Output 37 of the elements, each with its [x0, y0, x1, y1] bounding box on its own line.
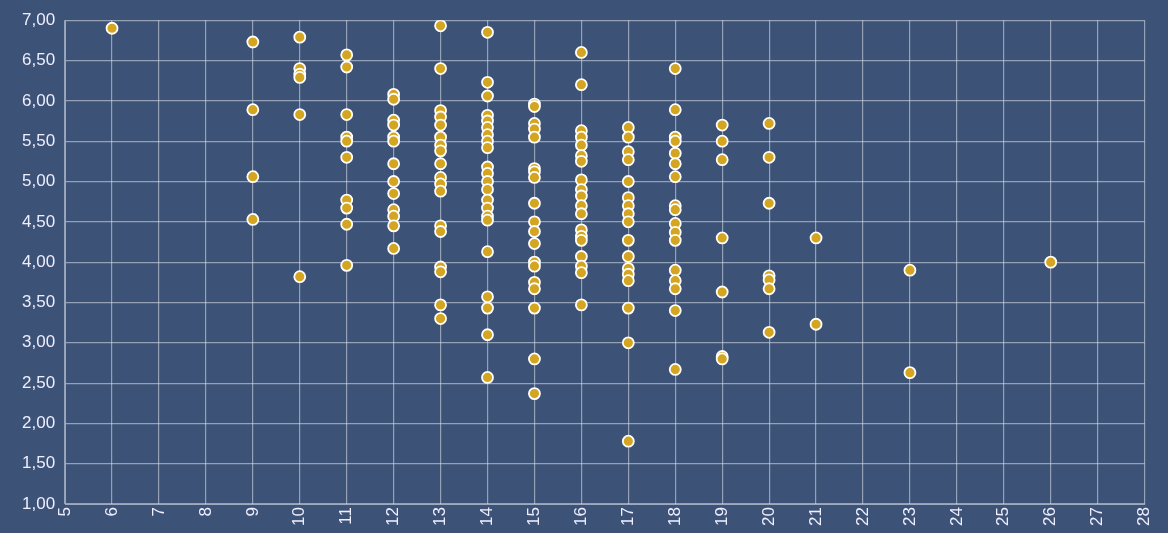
y-tick-label: 3,50 — [21, 292, 56, 312]
x-tick-label: 23 — [899, 507, 919, 527]
x-tick-label: 6 — [101, 507, 121, 517]
y-tick-label: 4,50 — [21, 211, 56, 231]
y-tick-label: 5,00 — [21, 171, 56, 191]
y-tick-label: 1,00 — [21, 493, 56, 513]
x-tick-label: 17 — [618, 507, 637, 527]
x-tick-label: 12 — [383, 507, 403, 527]
y-tick-label: 6,00 — [21, 90, 56, 110]
y-tick-label: 2,00 — [21, 413, 56, 433]
x-tick-label: 20 — [758, 507, 778, 527]
x-tick-label: 24 — [946, 507, 966, 527]
x-tick-label: 15 — [524, 507, 544, 527]
y-tick-label: 6,50 — [21, 50, 56, 70]
x-tick-label: 10 — [289, 507, 309, 527]
x-tick-label: 25 — [993, 507, 1013, 527]
x-tick-label: 21 — [805, 507, 825, 527]
x-tick-label: 28 — [1134, 507, 1154, 527]
x-tick-label: 13 — [430, 507, 450, 527]
y-tick-label: 1,50 — [21, 453, 56, 473]
x-tick-label: 16 — [571, 507, 591, 527]
x-tick-label: 8 — [195, 507, 215, 517]
x-tick-label: 26 — [1040, 507, 1060, 527]
x-tick-label: 7 — [148, 507, 168, 517]
x-tick-label: 27 — [1087, 507, 1107, 527]
x-tick-label: 14 — [477, 507, 497, 527]
x-tick-label: 18 — [664, 507, 684, 527]
y-tick-label: 2,50 — [21, 372, 56, 392]
y-tick-label: 5,50 — [21, 130, 56, 150]
x-tick-label: 5 — [54, 507, 74, 517]
x-tick-label: 22 — [852, 507, 872, 527]
y-tick-label: 4,00 — [21, 251, 56, 271]
x-tick-label: 9 — [242, 507, 262, 517]
x-tick-label: 11 — [336, 507, 356, 525]
y-tick-label: 3,00 — [21, 332, 56, 352]
y-tick-label: 7,00 — [21, 9, 56, 29]
x-tick-label: 19 — [711, 507, 731, 527]
